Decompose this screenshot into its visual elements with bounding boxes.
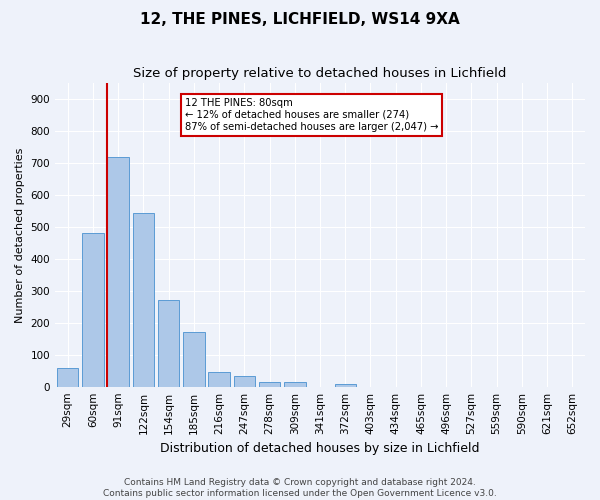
Bar xyxy=(107,156,129,386)
Title: Size of property relative to detached houses in Lichfield: Size of property relative to detached ho… xyxy=(133,68,507,80)
Text: 12 THE PINES: 80sqm
← 12% of detached houses are smaller (274)
87% of semi-detac: 12 THE PINES: 80sqm ← 12% of detached ho… xyxy=(185,98,439,132)
Bar xyxy=(233,376,255,386)
Bar xyxy=(57,368,79,386)
Y-axis label: Number of detached properties: Number of detached properties xyxy=(15,147,25,322)
Bar xyxy=(284,382,305,386)
Bar xyxy=(133,213,154,386)
Bar xyxy=(82,234,104,386)
Bar xyxy=(208,372,230,386)
Bar xyxy=(158,300,179,386)
Bar xyxy=(259,382,280,386)
Text: Contains HM Land Registry data © Crown copyright and database right 2024.
Contai: Contains HM Land Registry data © Crown c… xyxy=(103,478,497,498)
Bar xyxy=(335,384,356,386)
X-axis label: Distribution of detached houses by size in Lichfield: Distribution of detached houses by size … xyxy=(160,442,480,455)
Text: 12, THE PINES, LICHFIELD, WS14 9XA: 12, THE PINES, LICHFIELD, WS14 9XA xyxy=(140,12,460,28)
Bar xyxy=(183,332,205,386)
